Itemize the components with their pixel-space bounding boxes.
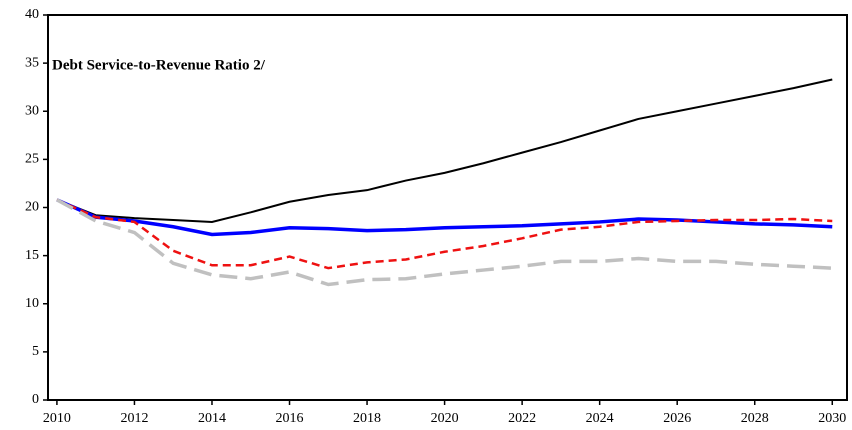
series-line <box>56 198 833 270</box>
x-tick-label: 2010 <box>43 411 71 426</box>
y-tick-label: 5 <box>32 344 39 359</box>
x-tick-label: 2014 <box>198 411 226 426</box>
x-tick-label: 2026 <box>663 411 691 426</box>
x-tick-label: 2028 <box>741 411 769 426</box>
y-tick-label: 15 <box>25 248 39 263</box>
x-tick-label: 2016 <box>276 411 304 426</box>
x-tick-label: 2030 <box>818 411 846 426</box>
y-tick-label: 25 <box>25 152 39 167</box>
y-tick-label: 20 <box>25 200 39 215</box>
series-line <box>56 198 833 287</box>
y-tick-label: 30 <box>25 103 39 118</box>
x-tick-label: 2020 <box>431 411 459 426</box>
y-tick-label: 10 <box>25 296 39 311</box>
series-line <box>56 78 833 223</box>
y-tick-label: 35 <box>25 55 39 70</box>
x-tick-label: 2024 <box>586 411 614 426</box>
series-line <box>56 198 833 237</box>
y-tick-label: 40 <box>25 7 39 22</box>
y-tick-label: 0 <box>32 392 39 407</box>
x-tick-label: 2012 <box>120 411 148 426</box>
x-tick-label: 2022 <box>508 411 536 426</box>
chart-title: Debt Service-to-Revenue Ratio 2/ <box>52 57 266 73</box>
x-tick-label: 2018 <box>353 411 381 426</box>
